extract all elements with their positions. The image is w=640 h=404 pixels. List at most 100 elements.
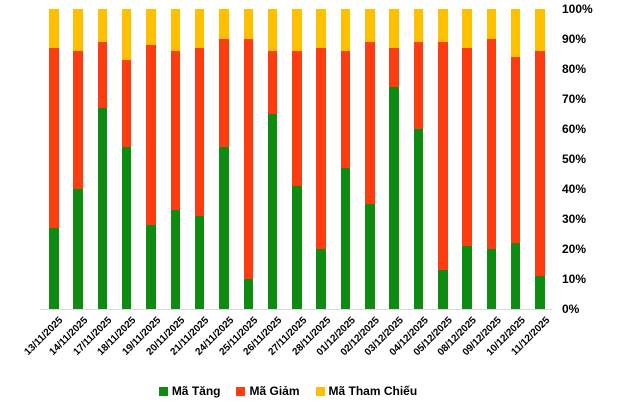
bar-segment[interactable] [121, 9, 132, 60]
y-axis-tick-label: 40% [562, 182, 587, 196]
bar-segment[interactable] [73, 51, 83, 189]
legend-item[interactable]: Mã Tham Chiếu [315, 384, 417, 398]
stacked-bar[interactable] [267, 9, 278, 309]
bar-segment[interactable] [194, 9, 205, 48]
stacked-bar[interactable] [365, 9, 375, 309]
bar-segment[interactable] [170, 51, 181, 210]
stacked-bar[interactable] [462, 9, 472, 309]
bar-segment[interactable] [438, 42, 448, 270]
bar-segment[interactable] [49, 228, 59, 309]
stacked-bar[interactable] [340, 9, 351, 309]
bar-segment[interactable] [194, 48, 205, 216]
bar-segment[interactable] [365, 9, 375, 42]
bar-segment[interactable] [267, 9, 278, 51]
bar-segment[interactable] [49, 9, 59, 48]
bar-segment[interactable] [340, 9, 351, 51]
bar-segment[interactable] [462, 9, 472, 48]
stacked-bar[interactable] [73, 9, 83, 309]
stacked-bar[interactable] [413, 9, 424, 309]
bar-segment[interactable] [292, 9, 302, 51]
legend-item[interactable]: Mã Giảm [236, 384, 300, 398]
bar-segment[interactable] [389, 9, 399, 48]
x-axis-tick-label: 19/11/2025 [120, 315, 163, 358]
bar-segment[interactable] [97, 42, 108, 108]
bar-segment[interactable] [510, 243, 521, 309]
x-axis-tick-label: 28/11/2025 [290, 315, 334, 358]
y-axis-tick-label: 70% [562, 92, 587, 106]
y-axis-tick-label: 80% [562, 62, 587, 76]
bar-segment[interactable] [73, 189, 83, 309]
bar-segment[interactable] [170, 9, 181, 51]
bar-segment[interactable] [413, 42, 424, 129]
bar-segment[interactable] [292, 51, 302, 186]
bar-segment[interactable] [146, 45, 156, 225]
stacked-bar[interactable] [510, 9, 521, 309]
bar-segment[interactable] [486, 39, 497, 249]
bar-segment[interactable] [194, 216, 205, 309]
bar-segment[interactable] [535, 276, 545, 309]
bar-segment[interactable] [219, 39, 229, 147]
bar-segment[interactable] [365, 204, 375, 309]
stacked-bar[interactable] [389, 9, 399, 309]
bar-segment[interactable] [365, 42, 375, 204]
x-axis-tick-label: 21/11/2025 [168, 315, 212, 358]
bar-segment[interactable] [486, 249, 497, 309]
bar-segment[interactable] [267, 51, 278, 114]
stacked-bar[interactable] [535, 9, 545, 309]
stacked-bar[interactable] [219, 9, 229, 309]
bar-segment[interactable] [535, 9, 545, 51]
legend-item[interactable]: Mã Tăng [158, 384, 220, 398]
bar-segment[interactable] [510, 9, 521, 57]
bar-segment[interactable] [340, 168, 351, 309]
stacked-bar[interactable] [292, 9, 302, 309]
stacked-bar[interactable] [194, 9, 205, 309]
stacked-bar[interactable] [170, 9, 181, 309]
bar-segment[interactable] [121, 60, 132, 147]
bar-segment[interactable] [219, 147, 229, 309]
bar-segment[interactable] [316, 249, 326, 309]
x-axis-tick-label: 24/11/2025 [193, 315, 236, 358]
bar-segment[interactable] [49, 48, 59, 228]
legend-swatch-icon [236, 386, 246, 396]
bar-segment[interactable] [438, 270, 448, 309]
bar-segment[interactable] [462, 246, 472, 309]
bar-segment[interactable] [121, 147, 132, 309]
bar-segment[interactable] [243, 39, 253, 279]
bar-segment[interactable] [170, 210, 181, 309]
bar-segment[interactable] [340, 51, 351, 168]
bar-segment[interactable] [316, 9, 326, 48]
stacked-bar[interactable] [486, 9, 497, 309]
bar-segment[interactable] [438, 9, 448, 42]
bar-segment[interactable] [535, 51, 545, 276]
bar-segment[interactable] [146, 225, 156, 309]
stacked-bar[interactable] [316, 9, 326, 309]
bar-segment[interactable] [510, 57, 521, 243]
bar-segment[interactable] [267, 114, 278, 309]
bar-segment[interactable] [413, 129, 424, 309]
bar-segment[interactable] [243, 279, 253, 309]
bar-segment[interactable] [316, 48, 326, 249]
bar-segment[interactable] [462, 48, 472, 246]
bar-segment[interactable] [389, 87, 399, 309]
bar-segment[interactable] [219, 9, 229, 39]
x-axis-tick-label: 11/12/2025 [509, 315, 553, 358]
bar-segment[interactable] [146, 9, 156, 45]
stacked-bar[interactable] [146, 9, 156, 309]
bar-segment[interactable] [486, 9, 497, 39]
bar-segment[interactable] [97, 108, 108, 309]
y-axis-tick-label: 0% [562, 302, 580, 316]
stacked-bar[interactable] [243, 9, 253, 309]
bar-segment[interactable] [73, 9, 83, 51]
bar-segment[interactable] [389, 48, 399, 87]
stacked-bar[interactable] [49, 9, 59, 309]
bar-segment[interactable] [413, 9, 424, 42]
bar-segment[interactable] [243, 9, 253, 39]
stacked-bar[interactable] [121, 9, 132, 309]
x-axis-tick-label: 04/12/2025 [387, 315, 431, 359]
stacked-bar[interactable] [97, 9, 108, 309]
x-axis-tick-label: 13/11/2025 [22, 315, 66, 358]
bar-segment[interactable] [97, 9, 108, 42]
stacked-bar[interactable] [438, 9, 448, 309]
bar-segment[interactable] [292, 186, 302, 309]
y-axis: 0% 10% 20% 30% 40% 50% 60% 70% 80% 90% 100% [562, 0, 632, 320]
